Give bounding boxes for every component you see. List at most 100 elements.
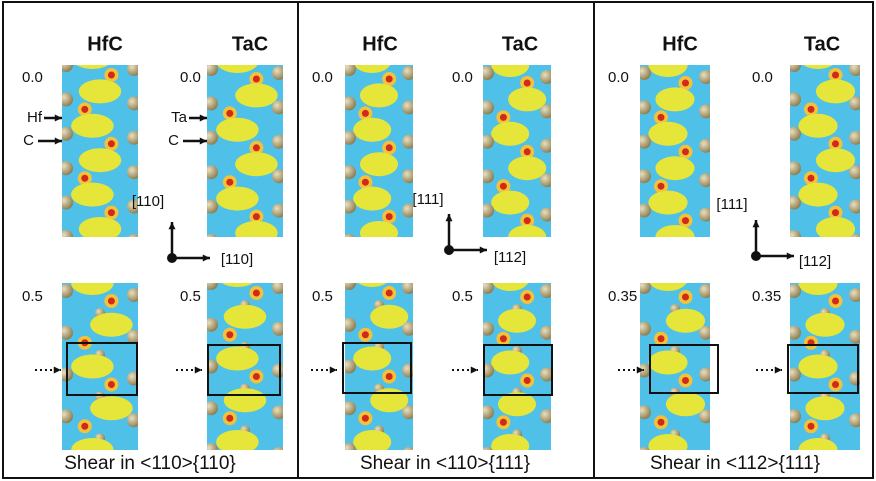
- metal-atom: [540, 139, 554, 153]
- carbon-core: [682, 148, 689, 155]
- metal-atom: [127, 96, 141, 110]
- density-lobe: [798, 355, 837, 379]
- metal-atom: [59, 409, 73, 423]
- metal-atom: [480, 322, 494, 336]
- metal-atom: [127, 288, 141, 302]
- carbon-core: [682, 377, 689, 384]
- metal-atom: [699, 70, 713, 84]
- carbon-core: [253, 457, 260, 464]
- carbon-core: [524, 377, 531, 384]
- density-inner: [204, 263, 286, 477]
- density-map: [637, 53, 713, 272]
- carbon-core: [108, 140, 115, 147]
- strain-label: 0.0: [608, 69, 629, 86]
- carbon-core: [524, 80, 531, 87]
- metal-atom: [637, 280, 651, 294]
- metal-atom: [402, 169, 416, 183]
- carbon-ring: [78, 240, 92, 254]
- metal-atom: [540, 451, 554, 465]
- metal-atom: [849, 62, 863, 76]
- axis-label: [112]: [799, 253, 831, 270]
- metal-atom: [699, 409, 713, 423]
- density-lobe: [648, 191, 687, 215]
- density-lobe: [648, 351, 687, 375]
- metal-atom: [59, 284, 73, 298]
- density-lobe: [798, 271, 837, 295]
- carbon-core: [108, 381, 115, 388]
- density-map: [787, 271, 863, 481]
- metal-atom: [787, 58, 801, 72]
- density-inner: [342, 49, 416, 268]
- metal-atom: [787, 161, 801, 175]
- metal-atom: [240, 467, 250, 477]
- density-lobe: [491, 122, 529, 146]
- metal-atom: [402, 405, 416, 419]
- material-title: HfC: [87, 33, 123, 55]
- metal-atom: [127, 234, 141, 248]
- density-lobe: [90, 396, 133, 420]
- strain-label: 0.0: [452, 69, 473, 86]
- arrow-head: [446, 214, 453, 221]
- strain-label: 0.35: [608, 288, 637, 305]
- strain-label: 0.0: [752, 69, 773, 86]
- metal-atom: [637, 322, 651, 336]
- density-lobe: [508, 225, 546, 249]
- metal-atom: [127, 330, 141, 344]
- metal-atom: [204, 62, 218, 76]
- metal-atom: [787, 326, 801, 340]
- metal-atom: [480, 364, 494, 378]
- strain-label: 0.5: [312, 288, 333, 305]
- axis-origin: [167, 253, 177, 263]
- metal-atom: [699, 104, 713, 118]
- density-lobe: [491, 267, 529, 291]
- carbon-core: [386, 290, 393, 297]
- metal-atom: [849, 288, 863, 302]
- metal-atom: [59, 196, 73, 210]
- metal-atom: [849, 200, 863, 214]
- density-lobe: [491, 53, 529, 77]
- density-lobe: [655, 225, 694, 249]
- axis-label: [111]: [412, 191, 443, 208]
- metal-atom: [637, 447, 651, 461]
- carbon-core: [808, 175, 815, 182]
- carbon-core: [386, 213, 393, 220]
- density-lobe: [353, 430, 391, 454]
- carbon-ring: [654, 248, 668, 262]
- strain-label: 0.5: [180, 288, 201, 305]
- arrow-head: [775, 367, 782, 374]
- density-lobe: [353, 263, 391, 287]
- density-lobe: [648, 53, 687, 77]
- carbon-core: [362, 110, 369, 117]
- arrow-head: [54, 367, 61, 374]
- axis-origin: [444, 245, 454, 255]
- metal-atom: [204, 318, 218, 332]
- strain-label: 0.0: [22, 69, 43, 86]
- metal-atom: [480, 135, 494, 149]
- metal-atom: [670, 262, 680, 272]
- arrow-head: [203, 255, 210, 262]
- density-lobe: [508, 87, 546, 111]
- density-inner: [59, 271, 141, 481]
- density-lobe: [666, 392, 705, 416]
- metal-atom: [95, 254, 105, 264]
- metal-atom: [204, 200, 218, 214]
- density-lobe: [666, 309, 705, 333]
- material-title: TaC: [502, 33, 538, 55]
- carbon-core: [108, 72, 115, 79]
- carbon-core: [682, 80, 689, 87]
- carbon-core: [832, 465, 839, 472]
- metal-atom: [699, 173, 713, 187]
- metal-atom: [272, 447, 286, 461]
- density-lobe: [816, 79, 855, 103]
- arrow-head: [200, 138, 207, 145]
- metal-atom: [204, 165, 218, 179]
- density-lobe: [71, 271, 114, 295]
- arrow-head: [195, 367, 202, 374]
- density-lobe: [224, 388, 267, 412]
- metal-atom: [699, 368, 713, 382]
- density-inner: [480, 53, 554, 272]
- carbon-ring: [249, 453, 263, 467]
- carbon-core: [226, 415, 233, 422]
- atom-label: Hf: [27, 109, 43, 126]
- density-inner: [637, 267, 713, 481]
